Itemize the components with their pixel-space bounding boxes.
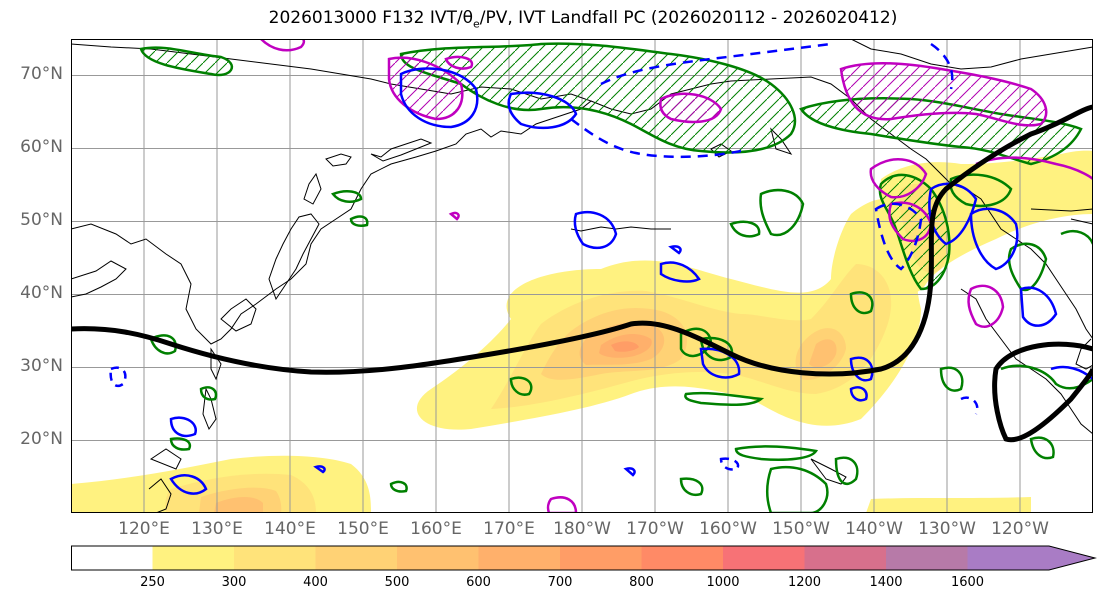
- pv-blue-contours: [109, 42, 1093, 495]
- colorbar-extend-arrow: [1048, 546, 1095, 570]
- colorbar-cell: [478, 546, 561, 570]
- lon-label: 150°E: [337, 519, 389, 539]
- lon-label: 160°E: [410, 519, 462, 539]
- colorbar-cell: [641, 546, 724, 570]
- colorbar-tick-label: 400: [303, 575, 328, 590]
- lat-label: 50°N: [20, 210, 63, 231]
- colorbar-tick-label: 250: [140, 575, 165, 590]
- colorbar-tick-label: 500: [384, 575, 410, 590]
- colorbar-tick-label: 700: [547, 575, 573, 590]
- colorbar-cell: [723, 546, 805, 570]
- lon-label: 170°E: [483, 519, 535, 539]
- lon-label: 140°E: [264, 519, 316, 539]
- lat-label: 30°N: [20, 356, 63, 377]
- lon-label: 120°W: [991, 519, 1049, 539]
- colorbar-cell: [560, 546, 642, 570]
- colorbar-cell: [886, 546, 968, 570]
- pv-magenta-contours: [260, 39, 1093, 513]
- colorbar-cell: [397, 546, 479, 570]
- lon-label: 180°W: [553, 519, 611, 539]
- colorbar: [71, 545, 1097, 571]
- colorbar-tick-label: 1200: [787, 575, 822, 590]
- colorbar-cell: [234, 546, 316, 570]
- lat-label: 60°N: [20, 137, 63, 158]
- colorbar-tick-label: 1000: [706, 575, 740, 590]
- ivt-landfall-contour: [71, 104, 1093, 443]
- colorbar-cell: [315, 546, 398, 570]
- colorbar-outline: [71, 545, 1097, 571]
- colorbar-tick-label: 1400: [869, 575, 903, 590]
- map-panel: [71, 39, 1093, 513]
- lon-label: 140°W: [845, 519, 903, 539]
- colorbar-tick-label: 1600: [950, 575, 985, 590]
- colorbar-tick-label: 800: [629, 575, 654, 590]
- lon-label: 130°E: [191, 519, 243, 539]
- map-frame: [71, 39, 1093, 513]
- map-canvas: [71, 39, 1093, 513]
- colorbar-cell: [71, 546, 153, 570]
- lon-label: 160°W: [699, 519, 757, 539]
- lon-label: 150°W: [772, 519, 830, 539]
- colorbar-tick-label: 300: [221, 575, 247, 590]
- lon-label: 130°W: [918, 519, 976, 539]
- map-title: 2026013000 F132 IVT/θe/PV, IVT Landfall …: [268, 8, 898, 31]
- colorbar-tick-label: 600: [466, 575, 491, 590]
- lat-label: 20°N: [20, 429, 63, 450]
- colorbar-cell: [152, 546, 235, 570]
- lat-label: 70°N: [20, 64, 63, 85]
- lon-label: 120°E: [118, 519, 170, 539]
- colorbar-cell: [804, 546, 887, 570]
- colorbar-cell: [967, 546, 1050, 570]
- colorbar-cells: [71, 545, 1097, 571]
- lon-label: 170°W: [626, 519, 684, 539]
- lat-label: 40°N: [20, 283, 63, 304]
